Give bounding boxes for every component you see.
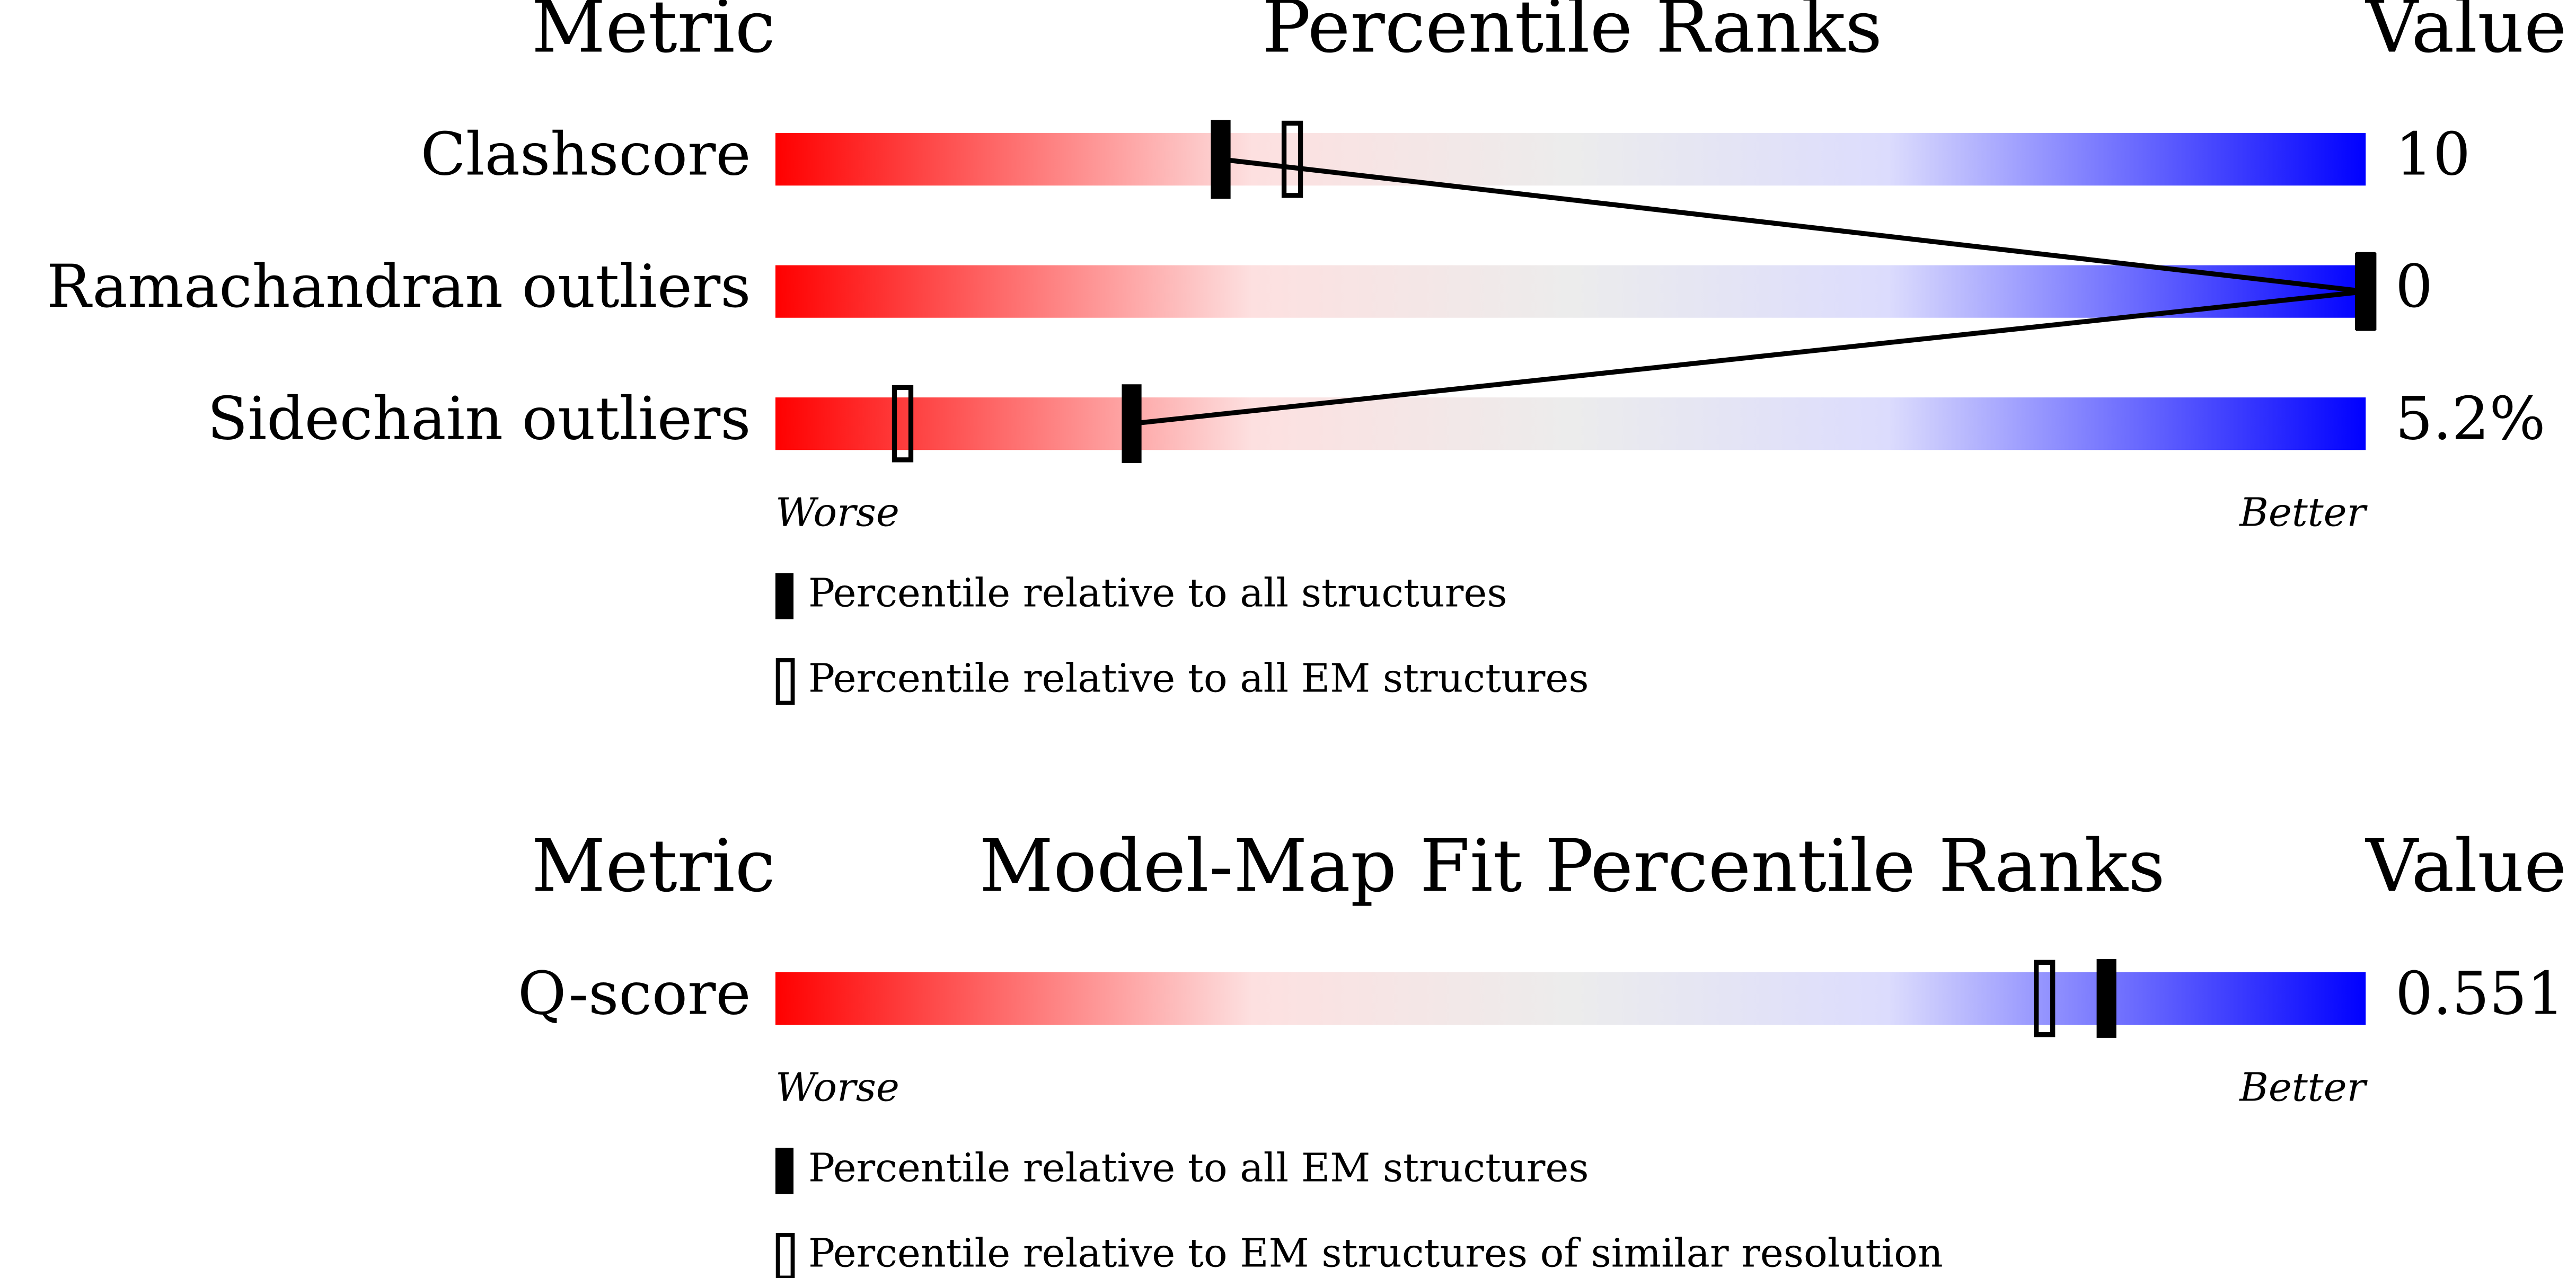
metric-header: Metric — [532, 0, 775, 69]
worse-label: Worse — [775, 1064, 899, 1110]
slider-bar — [775, 133, 2366, 186]
worse-label: Worse — [775, 490, 899, 536]
legend-label: Percentile relative to EM structures of … — [808, 1230, 1943, 1276]
slider-bar — [775, 972, 2366, 1025]
marker-filled — [1211, 120, 1231, 199]
marker-outline — [1281, 120, 1303, 198]
legend-icon-outline — [775, 658, 795, 705]
legend-icon-filled — [775, 573, 794, 619]
slider-bar — [775, 265, 2366, 318]
legend-label: Percentile relative to all EM structures — [808, 655, 1589, 702]
metric-label: Ramachandran outliers — [47, 252, 751, 321]
metric-value: 0.551 — [2395, 959, 2564, 1028]
legend-icon-outline — [775, 1232, 795, 1278]
metric-label: Q-score — [518, 959, 751, 1028]
metric-value: 10 — [2395, 120, 2471, 189]
metric-label: Sidechain outliers — [207, 385, 751, 454]
marker-outline — [2034, 960, 2055, 1037]
legend-label: Percentile relative to all EM structures — [808, 1144, 1589, 1191]
metric-header: Metric — [532, 824, 775, 908]
chart-title: Model-Map Fit Percentile Ranks — [980, 824, 2165, 908]
better-label: Better — [2238, 1064, 2368, 1110]
legend-icon-filled — [775, 1148, 794, 1194]
marker-filled — [2356, 252, 2376, 331]
better-label: Better — [2238, 490, 2368, 536]
marker-filled — [1122, 384, 1142, 464]
chart-title: Percentile Ranks — [1262, 0, 1882, 69]
metric-value: 5.2% — [2395, 385, 2545, 454]
legend-label: Percentile relative to all structures — [808, 570, 1507, 616]
slider-bar — [775, 397, 2366, 450]
value-header: Value — [2365, 824, 2566, 908]
marker-outline — [892, 385, 914, 463]
metric-label: Clashscore — [420, 120, 751, 189]
marker-filled — [2096, 959, 2116, 1038]
value-header: Value — [2365, 0, 2566, 69]
metric-value: 0 — [2395, 252, 2433, 321]
